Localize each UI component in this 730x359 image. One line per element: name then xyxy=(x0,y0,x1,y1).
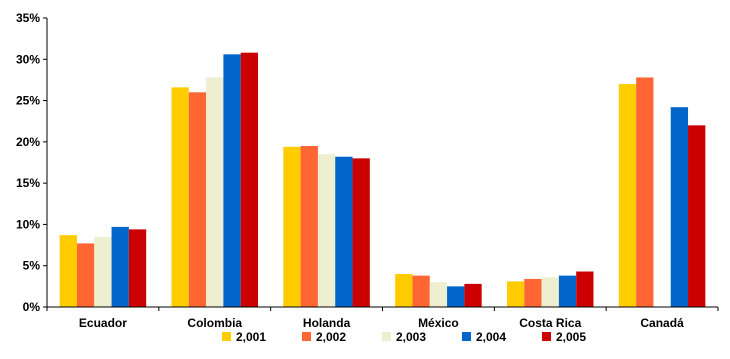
y-tick-label: 0% xyxy=(23,300,41,314)
x-tick-label: Ecuador xyxy=(79,316,127,330)
bar-ecuador-1 xyxy=(76,243,95,307)
legend-label: 2,001 xyxy=(236,330,266,344)
bar-holanda-3 xyxy=(335,156,353,307)
legend-swatch xyxy=(222,332,231,341)
bar-canadá-3 xyxy=(670,107,689,307)
y-tick-label: 20% xyxy=(16,135,40,149)
legend-label: 2,003 xyxy=(396,330,426,344)
legend-label: 2,004 xyxy=(476,330,506,344)
legend: 2,001 2,002 2,003 2,004 2,005 xyxy=(222,330,586,344)
bar-holanda-2 xyxy=(317,154,336,307)
bar-costa-rica-1 xyxy=(524,278,542,307)
bar-colombia-4 xyxy=(240,52,258,308)
bar-colombia-1 xyxy=(188,92,207,307)
bar-ecuador-3 xyxy=(111,226,129,307)
legend-swatch xyxy=(382,332,391,341)
x-tick-label: Colombia xyxy=(187,316,242,330)
x-tick-label: Costa Rica xyxy=(519,316,581,330)
bar-méxico-0 xyxy=(395,273,413,307)
legend-label: 2,005 xyxy=(556,330,586,344)
bar-colombia-2 xyxy=(206,77,224,307)
bar-colombia-0 xyxy=(171,87,189,307)
legend-swatch xyxy=(542,332,551,341)
x-axis: Ecuador Colombia Holanda México Costa Rica Ca… xyxy=(46,306,719,330)
bar-méxico-2 xyxy=(429,282,448,307)
bars xyxy=(59,52,706,308)
bar-méxico-1 xyxy=(412,275,430,307)
bar-ecuador-2 xyxy=(94,236,112,307)
legend-swatch xyxy=(302,332,311,341)
bar-colombia-3 xyxy=(223,54,241,308)
legend-swatch xyxy=(462,332,471,341)
x-tick-label: México xyxy=(418,316,459,330)
bar-canadá-4 xyxy=(688,125,706,307)
y-tick-label: 35% xyxy=(16,11,40,25)
bar-costa-rica-0 xyxy=(507,281,525,307)
x-tick-label: Canadá xyxy=(640,316,684,330)
bar-canadá-0 xyxy=(618,84,637,307)
bar-costa-rica-4 xyxy=(576,271,594,307)
y-tick-label: 5% xyxy=(23,259,41,273)
y-tick-label: 25% xyxy=(16,94,40,108)
bar-holanda-1 xyxy=(300,145,318,307)
bar-méxico-3 xyxy=(447,286,465,307)
bar-canadá-1 xyxy=(636,77,654,307)
y-tick-label: 30% xyxy=(16,52,40,66)
bar-costa-rica-2 xyxy=(541,277,559,307)
x-tick-label: Holanda xyxy=(303,316,351,330)
y-axis: 0% 5% 10% 15% 20% 25% 30% 35% xyxy=(16,11,48,314)
bar-ecuador-0 xyxy=(59,235,77,307)
y-tick-label: 15% xyxy=(16,176,40,190)
bar-ecuador-4 xyxy=(128,229,147,307)
bar-holanda-4 xyxy=(352,158,370,307)
y-tick-label: 10% xyxy=(16,217,40,231)
bar-holanda-0 xyxy=(283,146,301,307)
bar-méxico-4 xyxy=(464,283,482,307)
legend-label: 2,002 xyxy=(316,330,346,344)
bar-costa-rica-3 xyxy=(558,275,577,307)
